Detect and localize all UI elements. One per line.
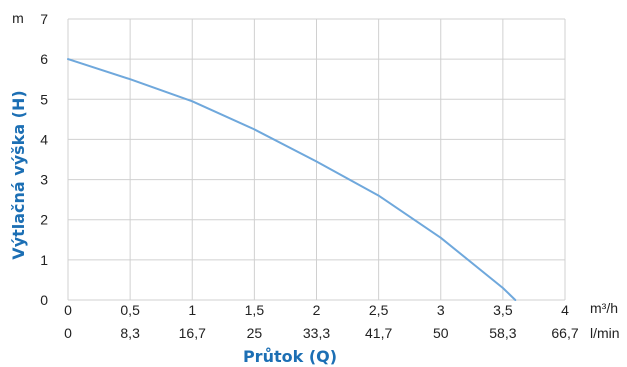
y-tick-labels: 0 1 2 3 4 5 6 7 [40,11,48,308]
x-tick-label-secondary: 66,7 [551,325,578,341]
y-tick-label: 0 [40,292,48,308]
y-tick-label: 2 [40,212,48,228]
x-tick-label: 0,5 [120,302,140,318]
y-tick-label: 6 [40,51,48,67]
y-tick-label: 4 [40,131,48,147]
x-tick-label-secondary: 58,3 [489,325,516,341]
series-line [67,58,517,301]
x-tick-label-secondary: 25 [247,325,263,341]
x-tick-label-secondary: 50 [433,325,449,341]
x-tick-label-secondary: 8,3 [120,325,140,341]
x-tick-label: 3,5 [493,302,513,318]
x-tick-label: 3 [437,302,445,318]
y-unit-label: m [12,10,24,26]
x-tick-label: 2,5 [369,302,389,318]
x-tick-label-secondary: 0 [64,325,72,341]
x-tick-labels-secondary: 0 8,3 16,7 25 33,3 41,7 50 58,3 66,7 [64,325,579,341]
y-tick-label: 1 [40,252,48,268]
x-tick-label: 2 [313,302,321,318]
grid [67,18,566,301]
x-unit-label-secondary: l/min [590,325,620,341]
x-tick-label: 0 [64,302,72,318]
y-axis-title: Výtlačná výška (H) [9,90,28,259]
y-tick-label: 3 [40,172,48,188]
x-tick-label: 1,5 [245,302,265,318]
x-tick-labels: 0 0,5 1 1,5 2 2,5 3 3,5 4 [64,302,569,318]
y-tick-label: 5 [40,91,48,107]
x-tick-label: 4 [561,302,569,318]
y-tick-label: 7 [40,11,48,27]
x-axis-title: Průtok (Q) [243,347,337,366]
series-layer [67,58,517,301]
x-tick-label: 1 [188,302,196,318]
x-unit-label-primary: m³/h [590,300,618,316]
x-tick-label-secondary: 33,3 [303,325,330,341]
x-tick-label-secondary: 16,7 [179,325,206,341]
x-tick-label-secondary: 41,7 [365,325,392,341]
